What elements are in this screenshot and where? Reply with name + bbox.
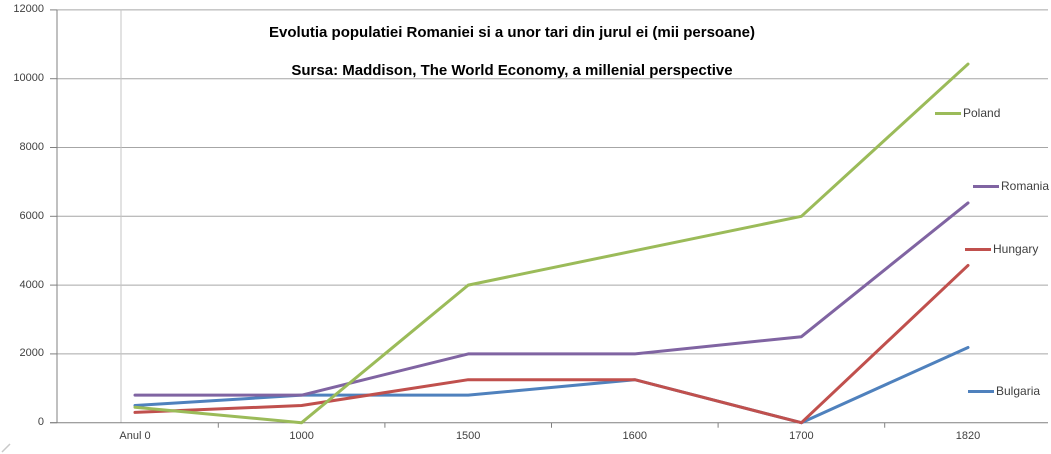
chart-title: Evolutia populatiei Romaniei si a unor t… [269,24,755,41]
x-axis-label-1: 1000 [289,430,314,442]
x-axis-label-3: 1600 [622,430,648,442]
legend-item-poland: Poland [935,106,1000,121]
legend-item-bulgaria: Bulgaria [968,384,1040,399]
chart-subtitle: Sursa: Maddison, The World Economy, a mi… [291,62,733,79]
y-axis-label-12000: 12000 [13,3,44,16]
legend-line-icon [965,248,991,251]
y-axis-label-6000: 6000 [19,209,44,222]
y-axis-label-2000: 2000 [19,347,44,360]
resize-handle-mark [1,443,11,453]
y-axis-label-10000: 10000 [13,72,44,85]
legend-item-hungary: Hungary [965,242,1038,257]
series-line-bulgaria [133,345,970,425]
legend-label: Poland [963,106,1001,120]
x-axis-label-5: 1820 [955,430,981,442]
legend-item-romania: Romania [973,179,1049,194]
series-line-hungary [133,263,970,425]
series-line-romania [133,201,970,397]
x-axis-label-0: Anul 0 [119,430,151,442]
series-line-poland [133,62,970,425]
x-axis-label-4: 1700 [789,430,814,442]
legend-label: Romania [1001,179,1050,193]
y-axis-label-8000: 8000 [19,141,44,153]
legend-label: Bulgaria [996,384,1041,398]
legend-line-icon [935,112,961,115]
legend-line-icon [968,390,994,393]
y-axis-label-0: 0 [37,416,44,429]
x-axis-label-2: 1500 [455,430,481,442]
y-axis-label-4000: 4000 [19,278,44,291]
legend-label: Hungary [993,242,1039,256]
legend-line-icon [973,185,999,188]
